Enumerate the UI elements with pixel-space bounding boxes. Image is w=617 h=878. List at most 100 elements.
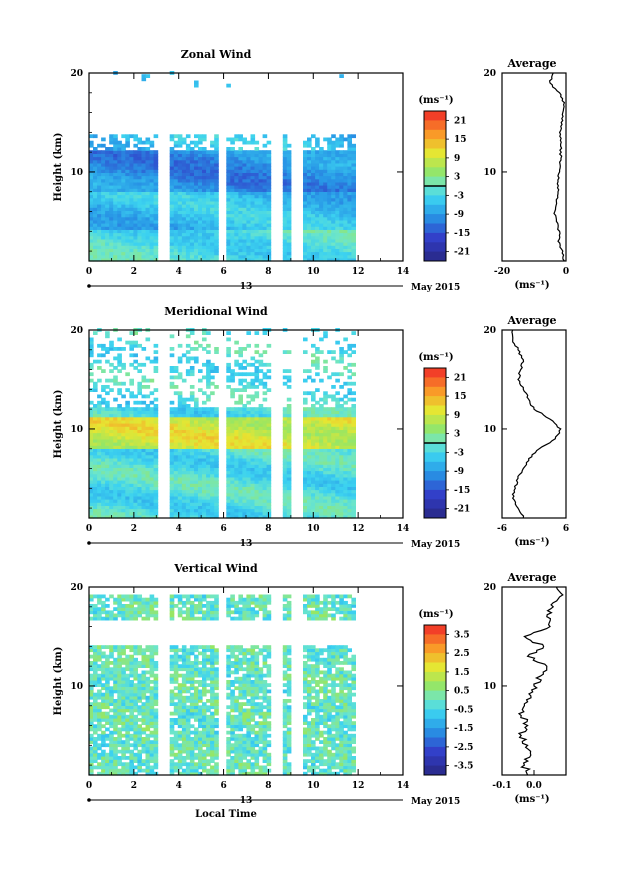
meridional-cell <box>242 360 247 364</box>
meridional-cell <box>251 407 256 411</box>
vertical-cell <box>97 645 102 649</box>
meridional-cell <box>238 388 243 392</box>
meridional-cell <box>202 407 207 411</box>
zonal-cell <box>137 147 142 151</box>
zonal-cell <box>93 134 98 138</box>
meridional-cell <box>283 382 288 386</box>
meridional-cell <box>246 401 251 405</box>
zonal-cell <box>129 134 134 138</box>
vertical-cell <box>113 645 118 649</box>
meridional-cell <box>133 395 138 399</box>
zonal-cell <box>259 150 264 154</box>
meridional-cell <box>101 353 106 357</box>
meridional-cell <box>121 363 126 367</box>
meridional-cell <box>335 360 340 364</box>
meridional-cell <box>174 407 179 411</box>
meridional-cell <box>206 407 211 411</box>
zonal-cell <box>146 138 151 142</box>
meridional-cell <box>89 372 94 376</box>
meridional-cell <box>142 347 147 351</box>
meridional-cell <box>307 407 312 411</box>
zonal-colorbar-band <box>424 224 446 234</box>
meridional-cell <box>170 407 175 411</box>
meridional-cell <box>113 366 118 370</box>
meridional-cell <box>238 395 243 399</box>
meridional-cell <box>170 366 175 370</box>
meridional-cell <box>251 372 256 376</box>
vertical-cell <box>97 762 102 766</box>
zonal-colorbar-band <box>424 214 446 224</box>
meridional-cell <box>190 391 195 395</box>
meridional-cell <box>154 404 159 408</box>
meridional-cell <box>101 385 106 389</box>
zonal-cell <box>311 134 316 138</box>
meridional-cell <box>335 372 340 376</box>
meridional-cell <box>194 341 199 345</box>
vertical-cell <box>101 712 106 716</box>
meridional-cell <box>327 407 332 411</box>
meridional-cell <box>117 347 122 351</box>
meridional-cell <box>109 363 114 367</box>
meridional-cell <box>206 344 211 348</box>
meridional-cell <box>182 353 187 357</box>
meridional-cell <box>117 388 122 392</box>
zonal-cell <box>182 150 187 154</box>
meridional-cell <box>303 369 308 373</box>
meridional-cell <box>319 350 324 354</box>
meridional-cell <box>315 407 320 411</box>
vertical-cell <box>101 731 106 735</box>
meridional-cell <box>242 366 247 370</box>
meridional-cell <box>109 407 114 411</box>
zonal-cell <box>351 144 356 148</box>
meridional-cell <box>121 395 126 399</box>
meridional-cell <box>154 357 159 361</box>
vertical-cell <box>113 737 118 741</box>
zonal-cell <box>255 147 260 151</box>
meridional-cell <box>97 353 102 357</box>
meridional-cell <box>129 341 134 345</box>
meridional-cell <box>347 382 352 386</box>
zonal-y-tick-label: 20 <box>70 69 83 79</box>
meridional-cell <box>238 407 243 411</box>
vertical-cell <box>113 607 118 611</box>
vertical-cell <box>105 645 110 649</box>
meridional-cell <box>186 398 191 402</box>
zonal-colorbar-tick-label: 21 <box>454 116 467 126</box>
meridional-cell <box>226 363 231 367</box>
vertical-cell <box>93 595 98 599</box>
zonal-colorbar-band <box>424 111 446 121</box>
meridional-cell <box>105 331 110 335</box>
zonal-cell <box>351 134 356 138</box>
vertical-cell <box>121 734 126 738</box>
zonal-cell <box>230 138 235 142</box>
meridional-average-x-tick-label: 6 <box>563 524 569 534</box>
meridional-cell <box>206 331 211 335</box>
meridional-cell <box>263 407 268 411</box>
vertical-cell <box>105 604 110 608</box>
vertical-cell <box>93 766 98 770</box>
meridional-cell <box>178 372 183 376</box>
meridional-cell <box>150 401 155 405</box>
vertical-cell <box>113 598 118 602</box>
zonal-cell <box>190 141 195 145</box>
meridional-cell <box>129 331 134 335</box>
meridional-cell <box>210 382 215 386</box>
meridional-cell <box>97 395 102 399</box>
meridional-cell <box>319 398 324 402</box>
zonal-cell <box>182 138 187 142</box>
zonal-cell <box>283 134 288 138</box>
meridional-cell <box>154 398 159 402</box>
meridional-cell <box>198 388 203 392</box>
zonal-cell <box>343 150 348 154</box>
meridional-cell <box>339 347 344 351</box>
meridional-cell <box>323 407 328 411</box>
meridional-cell <box>255 391 260 395</box>
meridional-cell <box>109 379 114 383</box>
meridional-cell <box>234 388 239 392</box>
zonal-cell <box>339 134 344 138</box>
meridional-cell <box>283 350 288 354</box>
vertical-cell <box>89 661 94 665</box>
meridional-cell <box>343 366 348 370</box>
meridional-cell <box>146 385 151 389</box>
